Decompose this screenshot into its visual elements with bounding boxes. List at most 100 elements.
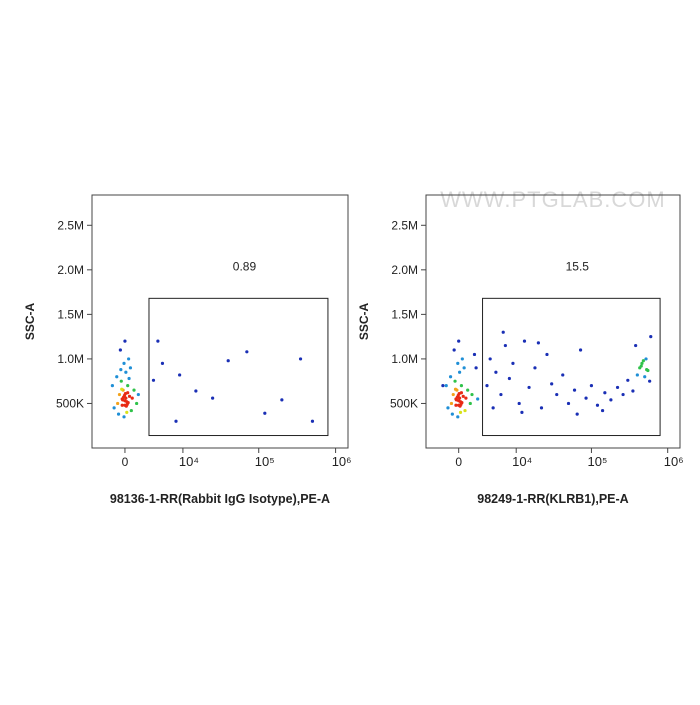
- event-dot: [119, 379, 123, 383]
- event-dot: [116, 401, 120, 406]
- plot-frame: [91, 194, 349, 449]
- event-dot: [128, 366, 133, 370]
- y-axis-label: SSC-A: [357, 303, 371, 341]
- event-dot: [641, 359, 645, 363]
- event-dot: [127, 376, 131, 381]
- event-dot: [631, 389, 635, 393]
- event-dot: [474, 366, 478, 370]
- event-dot: [522, 339, 527, 343]
- event-dot: [539, 406, 544, 410]
- event-dot: [644, 357, 648, 361]
- event-dot: [520, 410, 524, 414]
- event-dot: [517, 401, 521, 406]
- event-dot: [584, 396, 588, 400]
- y-axis-label: SSC-A: [23, 303, 37, 341]
- event-dot: [527, 385, 531, 390]
- event-dot: [648, 379, 652, 383]
- event-dot: [640, 361, 644, 365]
- event-dot: [603, 391, 607, 395]
- event-dot: [194, 389, 198, 393]
- event-dot: [263, 411, 267, 415]
- event-dot: [639, 364, 643, 368]
- x-tick-label: 10⁴: [179, 454, 199, 469]
- event-dot: [555, 392, 559, 397]
- event-dot: [110, 384, 114, 388]
- y-tick-label: 2.0M: [391, 263, 418, 277]
- event-dot: [174, 419, 178, 423]
- event-dot: [561, 373, 565, 377]
- event-dot: [121, 395, 126, 399]
- event-dot: [118, 348, 122, 352]
- y-tick-label: 1.5M: [391, 307, 418, 321]
- event-dot: [454, 403, 458, 407]
- event-dot: [609, 398, 613, 402]
- event-dot: [615, 385, 620, 390]
- event-dot: [454, 398, 459, 402]
- x-tick-label: 0: [122, 455, 129, 469]
- event-dot: [458, 370, 462, 374]
- event-dot: [589, 384, 594, 388]
- event-dot: [634, 343, 638, 348]
- gate-percent: 0.89: [233, 259, 257, 273]
- event-dot: [124, 370, 128, 374]
- event-dot: [466, 388, 470, 392]
- event-dot: [457, 392, 461, 396]
- event-dot: [132, 388, 136, 392]
- event-dot: [126, 384, 130, 388]
- event-dot: [511, 361, 515, 365]
- gate: [482, 297, 661, 437]
- event-dot: [461, 394, 465, 398]
- event-dot: [112, 406, 116, 410]
- event-dot: [117, 392, 122, 397]
- event-dot: [455, 395, 459, 399]
- event-dot: [494, 370, 498, 374]
- event-dot: [151, 378, 156, 382]
- event-dot: [449, 401, 454, 406]
- event-dot: [123, 392, 128, 396]
- event-dot: [476, 397, 480, 401]
- event-dot: [448, 375, 453, 379]
- event-dot: [116, 412, 121, 416]
- event-dot: [130, 396, 134, 400]
- event-dot: [441, 384, 445, 388]
- event-dot: [120, 403, 124, 407]
- event-dot: [459, 384, 464, 388]
- x-tick-label: 10⁶: [664, 454, 684, 469]
- event-dot: [621, 392, 625, 397]
- y-tick-label: 1.0M: [391, 352, 418, 366]
- x-axis-label: 98136-1-RR(Rabbit IgG Isotype),PE-A: [110, 492, 330, 506]
- event-dot: [125, 410, 129, 414]
- event-dot: [160, 361, 165, 365]
- event-dot: [127, 394, 132, 398]
- event-dot: [458, 410, 463, 414]
- event-dot: [280, 398, 284, 402]
- y-tick-label: 1.0M: [57, 352, 84, 366]
- event-dot: [649, 335, 653, 339]
- event-dot: [122, 415, 126, 419]
- event-dot: [129, 408, 133, 413]
- event-dot: [123, 339, 127, 343]
- event-dot: [446, 406, 450, 410]
- event-dot: [135, 401, 139, 406]
- event-dot: [499, 392, 503, 397]
- event-dot: [459, 402, 463, 406]
- event-dot: [298, 357, 303, 361]
- event-dot: [136, 392, 140, 397]
- y-tick-label: 500K: [390, 396, 418, 410]
- event-dot: [156, 339, 160, 343]
- event-dot: [485, 384, 489, 388]
- event-dot: [310, 419, 315, 423]
- event-dot: [178, 373, 182, 377]
- event-dot: [488, 357, 492, 361]
- x-tick-label: 10⁴: [512, 454, 532, 469]
- event-dot: [121, 398, 125, 402]
- event-dot: [119, 368, 123, 372]
- event-dot: [503, 343, 507, 348]
- plot-frame: [425, 194, 681, 449]
- event-dot: [457, 339, 461, 343]
- event-dot: [463, 408, 467, 413]
- event-dot: [550, 382, 554, 386]
- y-tick-label: 2.5M: [391, 218, 418, 232]
